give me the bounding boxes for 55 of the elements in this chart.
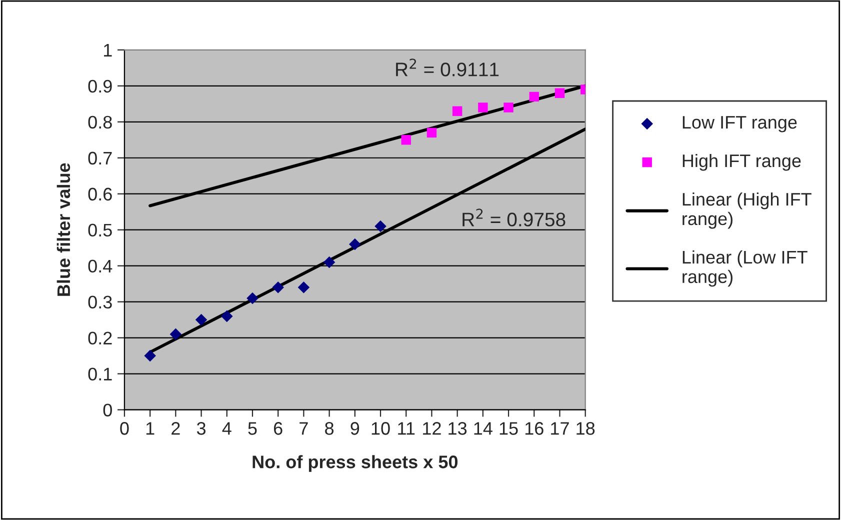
x-tick-label: 5 <box>248 422 257 435</box>
point <box>195 314 208 326</box>
y-tick-label: 0.3 <box>88 296 112 309</box>
point <box>272 282 284 294</box>
point <box>504 102 514 112</box>
x-tick-label: 8 <box>325 422 334 435</box>
x-tick-label: 18 <box>576 422 595 435</box>
x-tick-label: 10 <box>372 422 390 435</box>
y-tick-label: 0.7 <box>88 152 112 165</box>
point <box>323 256 336 268</box>
point <box>220 310 233 322</box>
x-tick-label: 11 <box>398 422 415 435</box>
point <box>374 220 386 232</box>
x-tick-label: 1 <box>146 422 154 435</box>
x-tick-label: 12 <box>423 422 441 435</box>
x-tick-label: 4 <box>222 422 232 435</box>
point <box>144 350 156 362</box>
point <box>298 282 310 294</box>
y-tick-label: 0.2 <box>88 332 112 345</box>
point <box>401 135 411 145</box>
x-axis-title: No. of press sheets x 50 <box>252 455 458 472</box>
annotation: R$^{2}$ = 0.9111 <box>396 58 499 76</box>
y-tick-label: 0.5 <box>88 224 112 237</box>
point <box>246 292 258 304</box>
x-tick-label: 13 <box>448 422 467 435</box>
legend-label: Low IFT range <box>682 116 797 132</box>
x-tick-label: 2 <box>172 422 180 435</box>
point <box>554 88 565 98</box>
x-tick-label: 16 <box>525 422 544 435</box>
y-tick-label: 0.8 <box>88 116 112 129</box>
x-tick-label: 7 <box>300 422 308 435</box>
y-tick-label: 0.4 <box>88 260 112 273</box>
point <box>426 128 437 138</box>
x-tick-label: 0 <box>120 422 129 435</box>
point <box>529 92 539 102</box>
y-tick-label: 0.9 <box>88 80 112 93</box>
y-tick-label: 1 <box>104 44 112 56</box>
x-tick-label: 6 <box>274 422 282 435</box>
annotation: R$^{2}$ = 0.9758 <box>462 208 566 226</box>
x-tick-label: 3 <box>196 422 206 435</box>
legend-label: Linear (High IFT range) <box>682 192 812 229</box>
point <box>478 102 488 112</box>
x-tick-label: 15 <box>500 422 518 435</box>
legend-label: Linear (Low IFT range) <box>682 250 808 287</box>
legend-label: High IFT range <box>682 154 801 171</box>
x-tick-label: 14 <box>474 422 492 435</box>
y-axis-title: Blue filter value <box>56 163 70 296</box>
point <box>452 106 462 116</box>
y-tick-label: 0.1 <box>88 368 112 380</box>
y-tick-label: 0 <box>103 404 112 416</box>
x-tick-label: 17 <box>551 422 569 435</box>
point <box>170 328 182 340</box>
x-tick-label: 9 <box>350 422 360 435</box>
y-tick-label: 0.6 <box>88 188 112 201</box>
point <box>349 238 361 250</box>
